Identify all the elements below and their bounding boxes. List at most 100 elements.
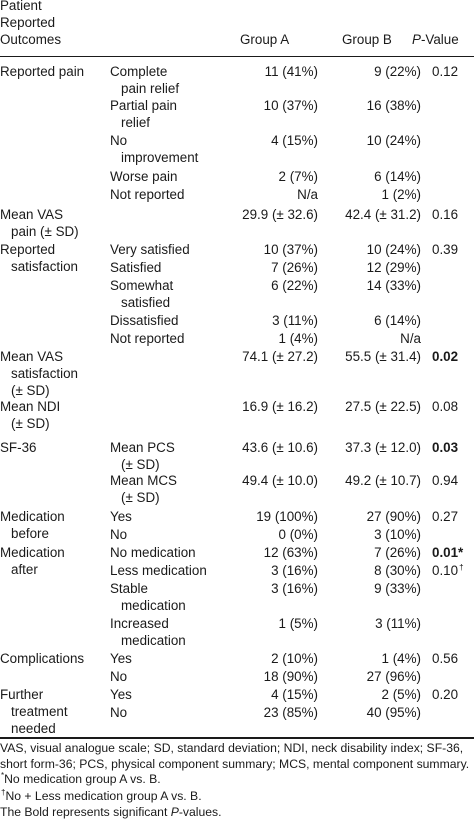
row-subcategory-line: No [110, 669, 128, 684]
p-value: 0.10† [432, 562, 464, 581]
row-subcategory-line: medication [121, 598, 186, 613]
row-subcategory-line: Stable [110, 581, 148, 596]
row-subcategory-line: Yes [110, 651, 132, 666]
row-subcategory-line: Less medication [110, 563, 207, 578]
row-subcategory: No medication [110, 544, 196, 561]
header-pvalue: P-Value [412, 31, 459, 48]
footnote-3-italic: P [170, 805, 179, 820]
row-category-line: Mean VAS [0, 349, 64, 364]
group-b-value: 55.5 (± 31.4) [345, 349, 421, 364]
row-category: Medication before [0, 508, 65, 542]
p-value: 0.27 [432, 508, 458, 525]
group-b-value: 37.3 (± 12.0) [345, 440, 421, 455]
row-subcategory: Satisfied [110, 259, 161, 276]
group-b-value: 7 (26%) [374, 545, 421, 560]
row-category-line: needed [11, 721, 56, 736]
row-subcategory-line: Yes [110, 509, 132, 524]
footnote-3-pre: The Bold represents significant [0, 805, 171, 820]
group-b-value: N/a [400, 331, 421, 346]
row-category-line: Mean NDI [0, 399, 61, 414]
header-pvalue-italic: P [412, 32, 421, 47]
row-category: Complications [0, 650, 84, 667]
group-a-value: 1 (5%) [278, 616, 318, 631]
p-value-text: 0.94 [432, 473, 459, 488]
row-subcategory: Yes [110, 686, 132, 703]
row-subcategory-line: improvement [121, 150, 199, 165]
group-a-value: 23 (85%) [263, 705, 318, 720]
table-header: Patient Reported Outcomes Group A Group … [0, 0, 474, 54]
p-value: 0.02 [432, 348, 458, 365]
p-value-text: 0.08 [432, 399, 459, 414]
row-subcategory-line: Worse pain [110, 169, 178, 184]
row-category-line: Reported pain [0, 64, 85, 79]
group-a-value: N/a [297, 187, 318, 202]
table-bottom-rule [0, 737, 474, 739]
group-b-value: 6 (14%) [374, 313, 421, 328]
p-value: 0.08 [432, 398, 458, 415]
footnote-3-post: -values. [178, 805, 222, 820]
p-value-text: 0.27 [432, 509, 459, 524]
row-category-line: after [11, 562, 38, 577]
row-category-line: satisfaction [11, 259, 78, 274]
footnote-2: †No + Less medication group A vs. B. [0, 788, 474, 806]
row-subcategory: Somewhat satisfied [110, 277, 173, 311]
group-b-value: 8 (30%) [374, 563, 421, 578]
group-b-value: 27 (90%) [366, 509, 421, 524]
row-subcategory-line: Dissatisfied [110, 313, 179, 328]
group-b-value: 14 (33%) [366, 278, 421, 293]
row-subcategory: Yes [110, 650, 132, 667]
group-b-value: 2 (5%) [381, 687, 421, 702]
footnote-2-text: No + Less medication group A vs. B. [5, 788, 202, 803]
row-category: Mean NDI (± SD) [0, 398, 60, 432]
row-subcategory: Very satisfied [110, 241, 190, 258]
row-category: Mean VAS satisfaction (± SD) [0, 348, 78, 399]
p-value: 0.03 [432, 439, 458, 456]
group-b-value: 10 (24%) [366, 133, 421, 148]
group-b-value: 27.5 (± 22.5) [345, 399, 421, 414]
row-subcategory-line: Complete [110, 64, 168, 79]
group-a-value: 74.1 (± 27.2) [242, 349, 318, 364]
row-subcategory-line: (± SD) [121, 490, 160, 505]
row-subcategory: Partial pain relief [110, 97, 177, 131]
row-subcategory-line: pain relief [121, 81, 180, 96]
row-subcategory-line: No [110, 705, 128, 720]
p-value-text: 0.03 [432, 440, 459, 455]
p-value-text: 0.12 [432, 64, 459, 79]
row-subcategory-line: Mean MCS [110, 473, 177, 488]
row-subcategory: Complete pain relief [110, 63, 179, 97]
p-value-text: 0.02 [432, 349, 459, 364]
group-b-value: 27 (96%) [366, 669, 421, 684]
row-subcategory: Stable medication [110, 580, 186, 614]
row-subcategory-line: No [110, 133, 128, 148]
footnotes: VAS, visual analogue scale; SD, standard… [0, 741, 474, 821]
row-category-line: before [11, 526, 49, 541]
group-a-value: 2 (7%) [278, 169, 318, 184]
p-value-text: 0.56 [432, 651, 459, 666]
p-value-text: 0.20 [432, 687, 459, 702]
p-value-text: 0.39 [432, 242, 459, 257]
row-subcategory: Increased medication [110, 615, 186, 649]
group-a-value: 6 (22%) [271, 278, 318, 293]
row-subcategory-line: satisfied [121, 295, 171, 310]
p-value-footnote-mark: † [459, 563, 464, 572]
group-a-value: 0 (0%) [278, 527, 318, 542]
group-a-value: 18 (90%) [263, 669, 318, 684]
row-subcategory: Not reported [110, 330, 184, 347]
row-subcategory-line: medication [121, 633, 186, 648]
row-subcategory-line: (± SD) [121, 457, 160, 472]
footnote-1-text: No medication group A vs. B. [4, 772, 161, 787]
group-b-value: 16 (38%) [366, 98, 421, 113]
row-subcategory-line: Not reported [110, 331, 185, 346]
header-outcome-line: Reported [0, 15, 56, 30]
group-a-value: 49.4 (± 10.0) [242, 473, 318, 488]
row-category-line: Medication [0, 509, 65, 524]
footnote-abbrev-line: short form-36; PCS, physical component s… [0, 756, 470, 771]
row-category-line: SF-36 [0, 440, 37, 455]
group-b-value: 1 (2%) [381, 187, 421, 202]
p-value: 0.20 [432, 686, 458, 703]
group-b-value: 3 (10%) [374, 527, 421, 542]
row-subcategory: Mean PCS (± SD) [110, 439, 175, 473]
row-subcategory: Dissatisfied [110, 312, 178, 329]
p-value: 0.94 [432, 472, 458, 489]
